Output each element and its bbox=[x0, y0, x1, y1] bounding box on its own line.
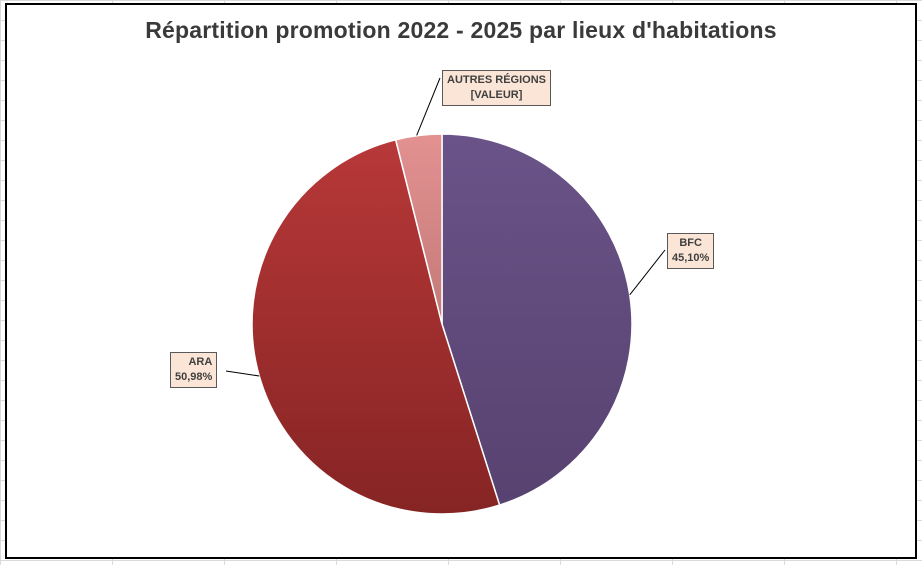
slice-ara[interactable] bbox=[251, 138, 501, 515]
slice-name: ARA bbox=[188, 356, 213, 368]
leader-line bbox=[629, 249, 666, 296]
slice-autres-regions[interactable] bbox=[394, 133, 443, 325]
data-label-autres-regions: AUTRES RÉGIONS [VALEUR] bbox=[442, 70, 552, 106]
slice-value: 45,10% bbox=[672, 252, 710, 264]
leader-line bbox=[225, 370, 260, 377]
slice-value: [VALEUR] bbox=[470, 89, 523, 101]
chart-area[interactable]: Répartition promotion 2022 - 2025 par li… bbox=[5, 3, 917, 559]
leader-line bbox=[416, 77, 441, 136]
data-label-bfc: BFC 45,10% bbox=[667, 233, 715, 269]
slice-bfc[interactable] bbox=[441, 133, 633, 507]
slice-name: AUTRES RÉGIONS bbox=[447, 74, 547, 86]
slice-name: BFC bbox=[679, 237, 702, 249]
pie-chart bbox=[225, 77, 666, 515]
slice-value: 50,98% bbox=[175, 371, 213, 383]
data-label-ara: ARA 50,98% bbox=[170, 352, 218, 388]
chart-title: Répartition promotion 2022 - 2025 par li… bbox=[145, 17, 777, 43]
